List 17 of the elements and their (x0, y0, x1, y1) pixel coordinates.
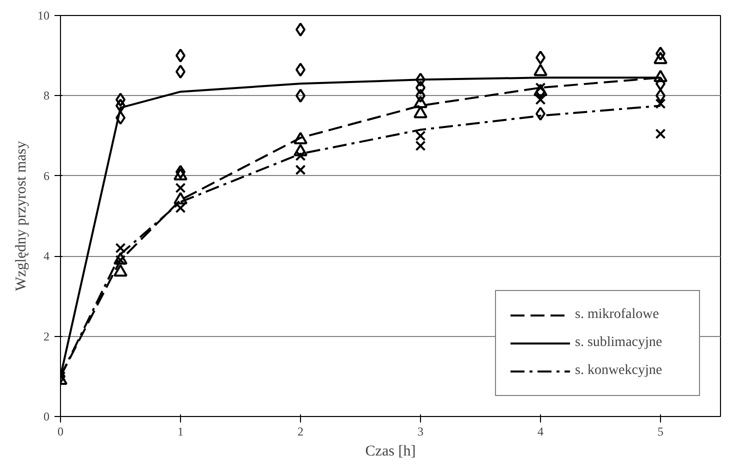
x-axis-title: Czas [h] (365, 444, 416, 460)
y-tick-label: 10 (38, 8, 50, 22)
x-tick-label: 4 (538, 424, 544, 438)
legend-label: s. mikrofalowe (575, 307, 660, 323)
y-tick-label: 2 (44, 329, 50, 344)
y-tick-label: 8 (44, 88, 50, 103)
y-tick-label: 0 (44, 410, 50, 424)
y-axis-title: Względny przyrost masy (14, 140, 30, 291)
x-tick-label: 0 (58, 424, 64, 438)
legend-label: s. sublimacyjne (575, 335, 664, 351)
x-tick-label: 3 (418, 424, 424, 438)
y-tick-label: 6 (44, 168, 50, 183)
x-tick-label: 2 (298, 424, 304, 438)
x-tick-label: 1 (178, 424, 184, 438)
x-tick-label: 5 (658, 424, 664, 438)
legend-label: s. konwekcyjne (575, 363, 664, 379)
y-tick-label: 4 (44, 249, 50, 264)
